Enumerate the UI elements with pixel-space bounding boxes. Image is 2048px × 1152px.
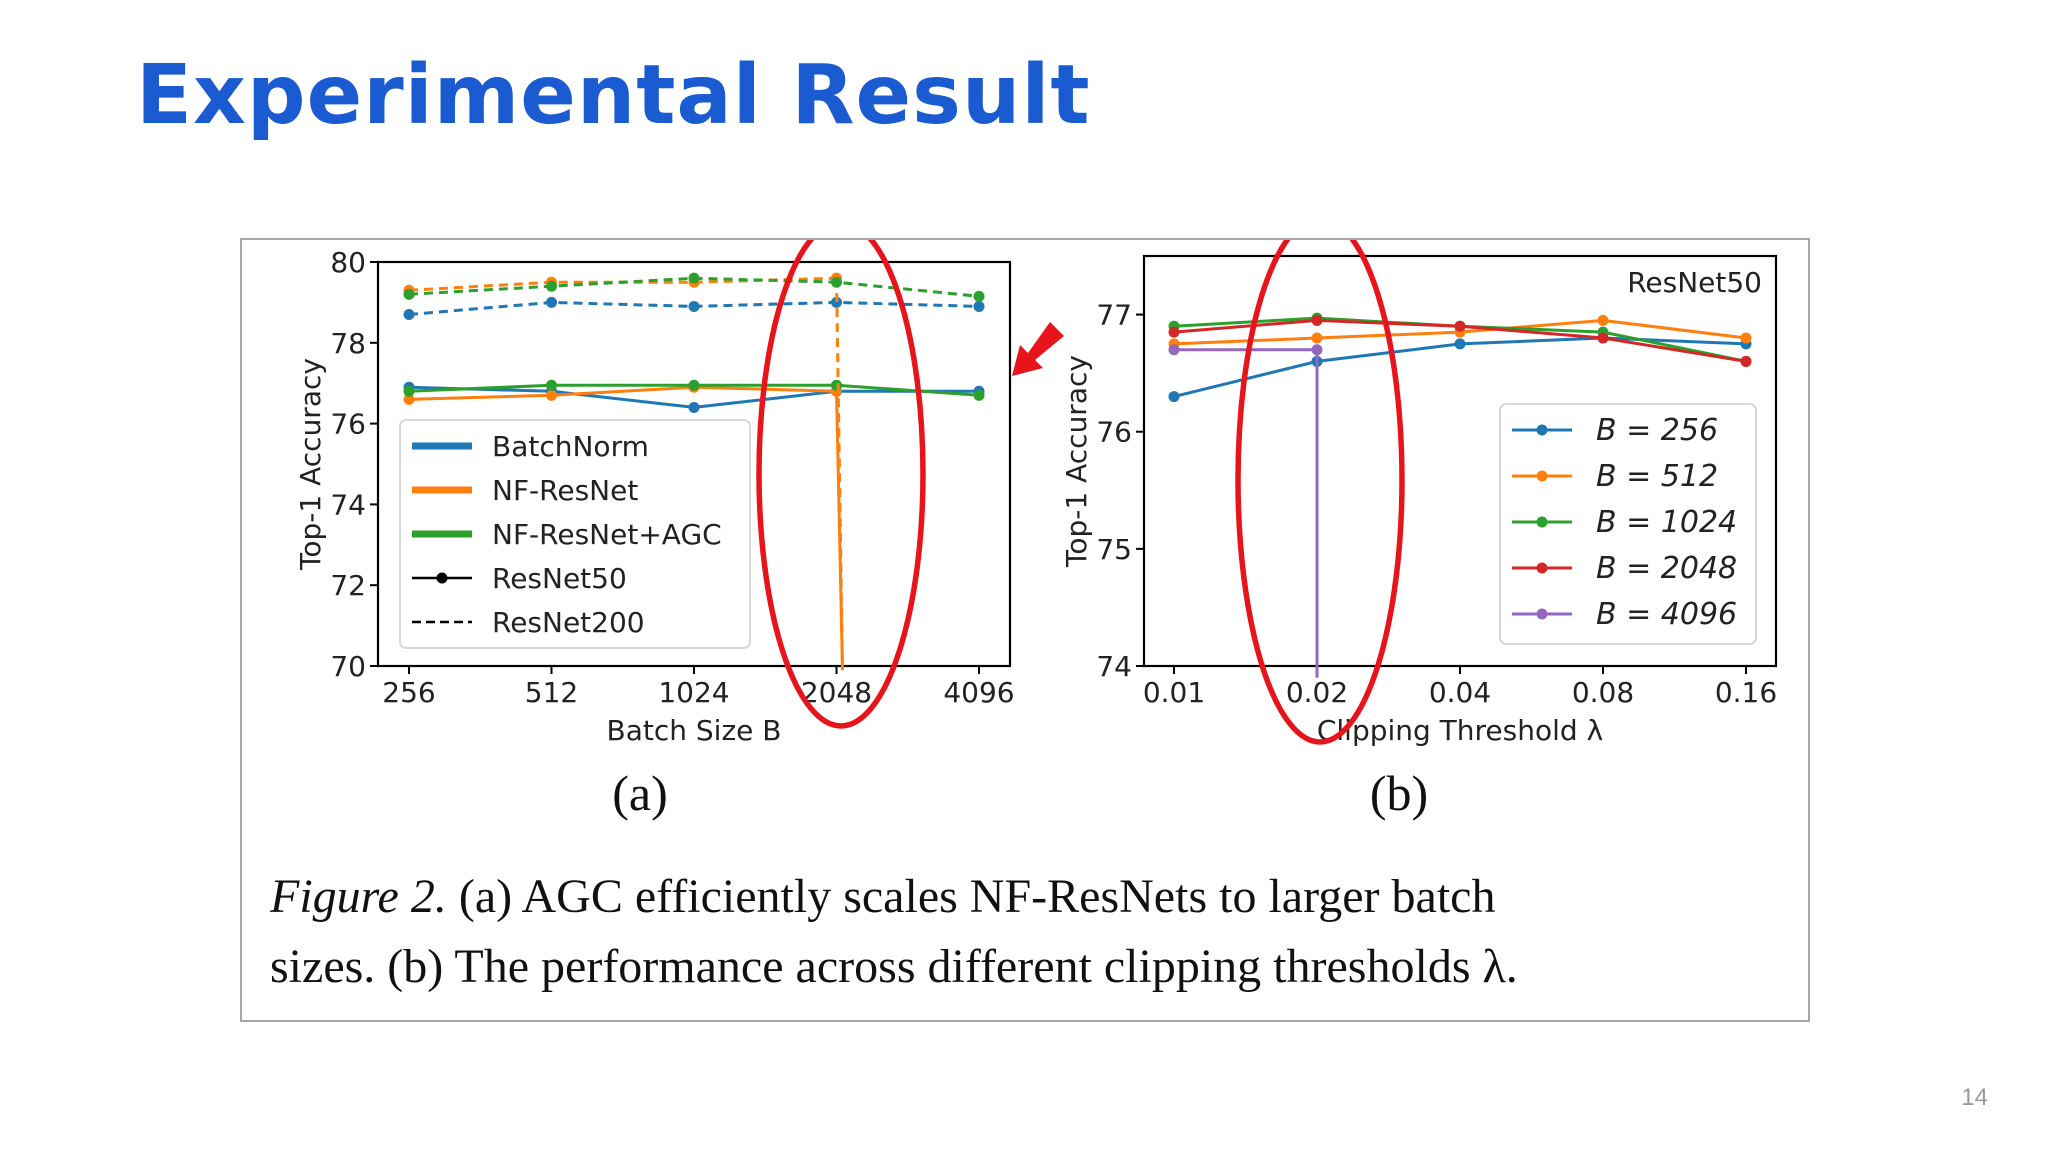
x-tick-label: 1024 <box>658 676 729 709</box>
x-tick-label: 0.08 <box>1572 676 1634 709</box>
data-point <box>403 393 415 405</box>
figure-caption-line2: sizes. (b) The performance across differ… <box>270 940 1518 993</box>
legend-label: B = 1024 <box>1596 505 1737 540</box>
data-point <box>688 272 700 284</box>
data-point <box>546 379 557 391</box>
y-tick-label: 70 <box>330 650 366 683</box>
data-point <box>546 280 557 292</box>
page-number: 14 <box>1961 1084 1988 1111</box>
chart-title: ResNet50 <box>1627 266 1762 299</box>
data-point <box>546 389 557 401</box>
slide-title: Experimental Result <box>136 48 1091 143</box>
data-point <box>1597 314 1609 326</box>
legend-marker <box>1536 516 1548 528</box>
x-tick-label: 0.04 <box>1429 676 1491 709</box>
x-tick-label: 0.02 <box>1286 676 1348 709</box>
x-tick-label: 0.01 <box>1143 676 1205 709</box>
data-point <box>688 300 700 312</box>
data-point <box>1311 332 1323 344</box>
y-axis-label: Top-1 Accuracy <box>1060 355 1093 568</box>
data-point <box>1311 344 1323 356</box>
data-point <box>688 379 700 391</box>
legend-box <box>399 419 751 649</box>
y-tick-label: 76 <box>1096 416 1132 449</box>
legend-label: B = 256 <box>1596 413 1718 448</box>
data-point <box>973 389 985 401</box>
legend-marker <box>1536 608 1548 620</box>
y-axis-label: Top-1 Accuracy <box>294 358 327 571</box>
x-tick-label: 256 <box>382 676 435 709</box>
data-point <box>973 290 985 302</box>
y-tick-label: 76 <box>330 408 366 441</box>
y-tick-label: 74 <box>1096 650 1132 683</box>
legend-label: B = 512 <box>1596 459 1718 494</box>
data-point <box>1597 332 1609 344</box>
data-point <box>973 300 985 312</box>
y-tick-label: 75 <box>1096 533 1132 566</box>
chart-a: 70 72 74 76 78 80 256 512 1024 2048 4096 Batch Size… <box>294 246 1015 747</box>
data-point <box>1454 320 1466 332</box>
y-tick-label: 78 <box>330 327 366 360</box>
legend-marker <box>1536 470 1548 482</box>
data-point <box>403 309 415 321</box>
data-point <box>1311 314 1323 326</box>
legend-label: NF-ResNet <box>492 474 638 507</box>
data-point <box>1740 332 1752 344</box>
x-axis-label: Batch Size B <box>607 714 782 747</box>
data-point <box>546 296 557 308</box>
panel-b-label: (b) <box>1370 765 1428 821</box>
data-point <box>831 296 842 308</box>
figure-caption-line1: Figure 2. (a) AGC efficiently scales NF-… <box>269 870 1495 923</box>
data-point <box>1740 355 1752 367</box>
x-axis-label: Clipping Threshold λ <box>1317 714 1603 747</box>
data-point <box>831 276 842 288</box>
legend-label: ResNet200 <box>492 606 645 639</box>
data-point <box>1168 344 1180 356</box>
data-point <box>1454 338 1466 350</box>
data-point <box>688 401 700 413</box>
data-point <box>403 288 415 300</box>
figure-svg: 70 72 74 76 78 80 256 512 1024 2048 4096 Batch Size… <box>269 215 1777 993</box>
y-tick-label: 72 <box>330 569 366 602</box>
figure-frame: 70 72 74 76 78 80 256 512 1024 2048 4096 Batch Size… <box>240 215 1810 1022</box>
highlight-arrow <box>1012 322 1064 376</box>
x-tick-label: 512 <box>525 676 578 709</box>
panel-a-label: (a) <box>612 765 668 821</box>
y-tick-label: 74 <box>330 488 366 521</box>
legend-marker <box>1536 424 1548 436</box>
legend-label: ResNet50 <box>492 562 627 595</box>
data-point <box>403 385 415 397</box>
data-point <box>1168 326 1180 338</box>
legend-label: B = 4096 <box>1596 597 1737 632</box>
legend-marker <box>436 572 448 584</box>
y-tick-label: 77 <box>1096 299 1132 332</box>
legend-label: NF-ResNet+AGC <box>492 518 722 551</box>
legend-label: BatchNorm <box>492 430 649 463</box>
series-drop-line <box>835 278 844 671</box>
data-point <box>1168 391 1180 403</box>
x-tick-label: 4096 <box>943 676 1014 709</box>
chart-b: 74 75 76 77 0.01 0.02 0.04 0.08 0.16 Clipping Thr… <box>1060 254 1777 747</box>
legend-box <box>1499 403 1757 645</box>
caption-figure-label: Figure 2. <box>269 870 447 923</box>
x-tick-label: 0.16 <box>1715 676 1777 709</box>
legend-label: B = 2048 <box>1596 551 1737 586</box>
data-point <box>831 379 842 391</box>
y-tick-label: 80 <box>330 246 366 279</box>
x-tick-label: 2048 <box>801 676 872 709</box>
caption-line1-text: (a) AGC efficiently scales NF-ResNets to… <box>447 870 1496 923</box>
legend-marker <box>1536 562 1548 574</box>
